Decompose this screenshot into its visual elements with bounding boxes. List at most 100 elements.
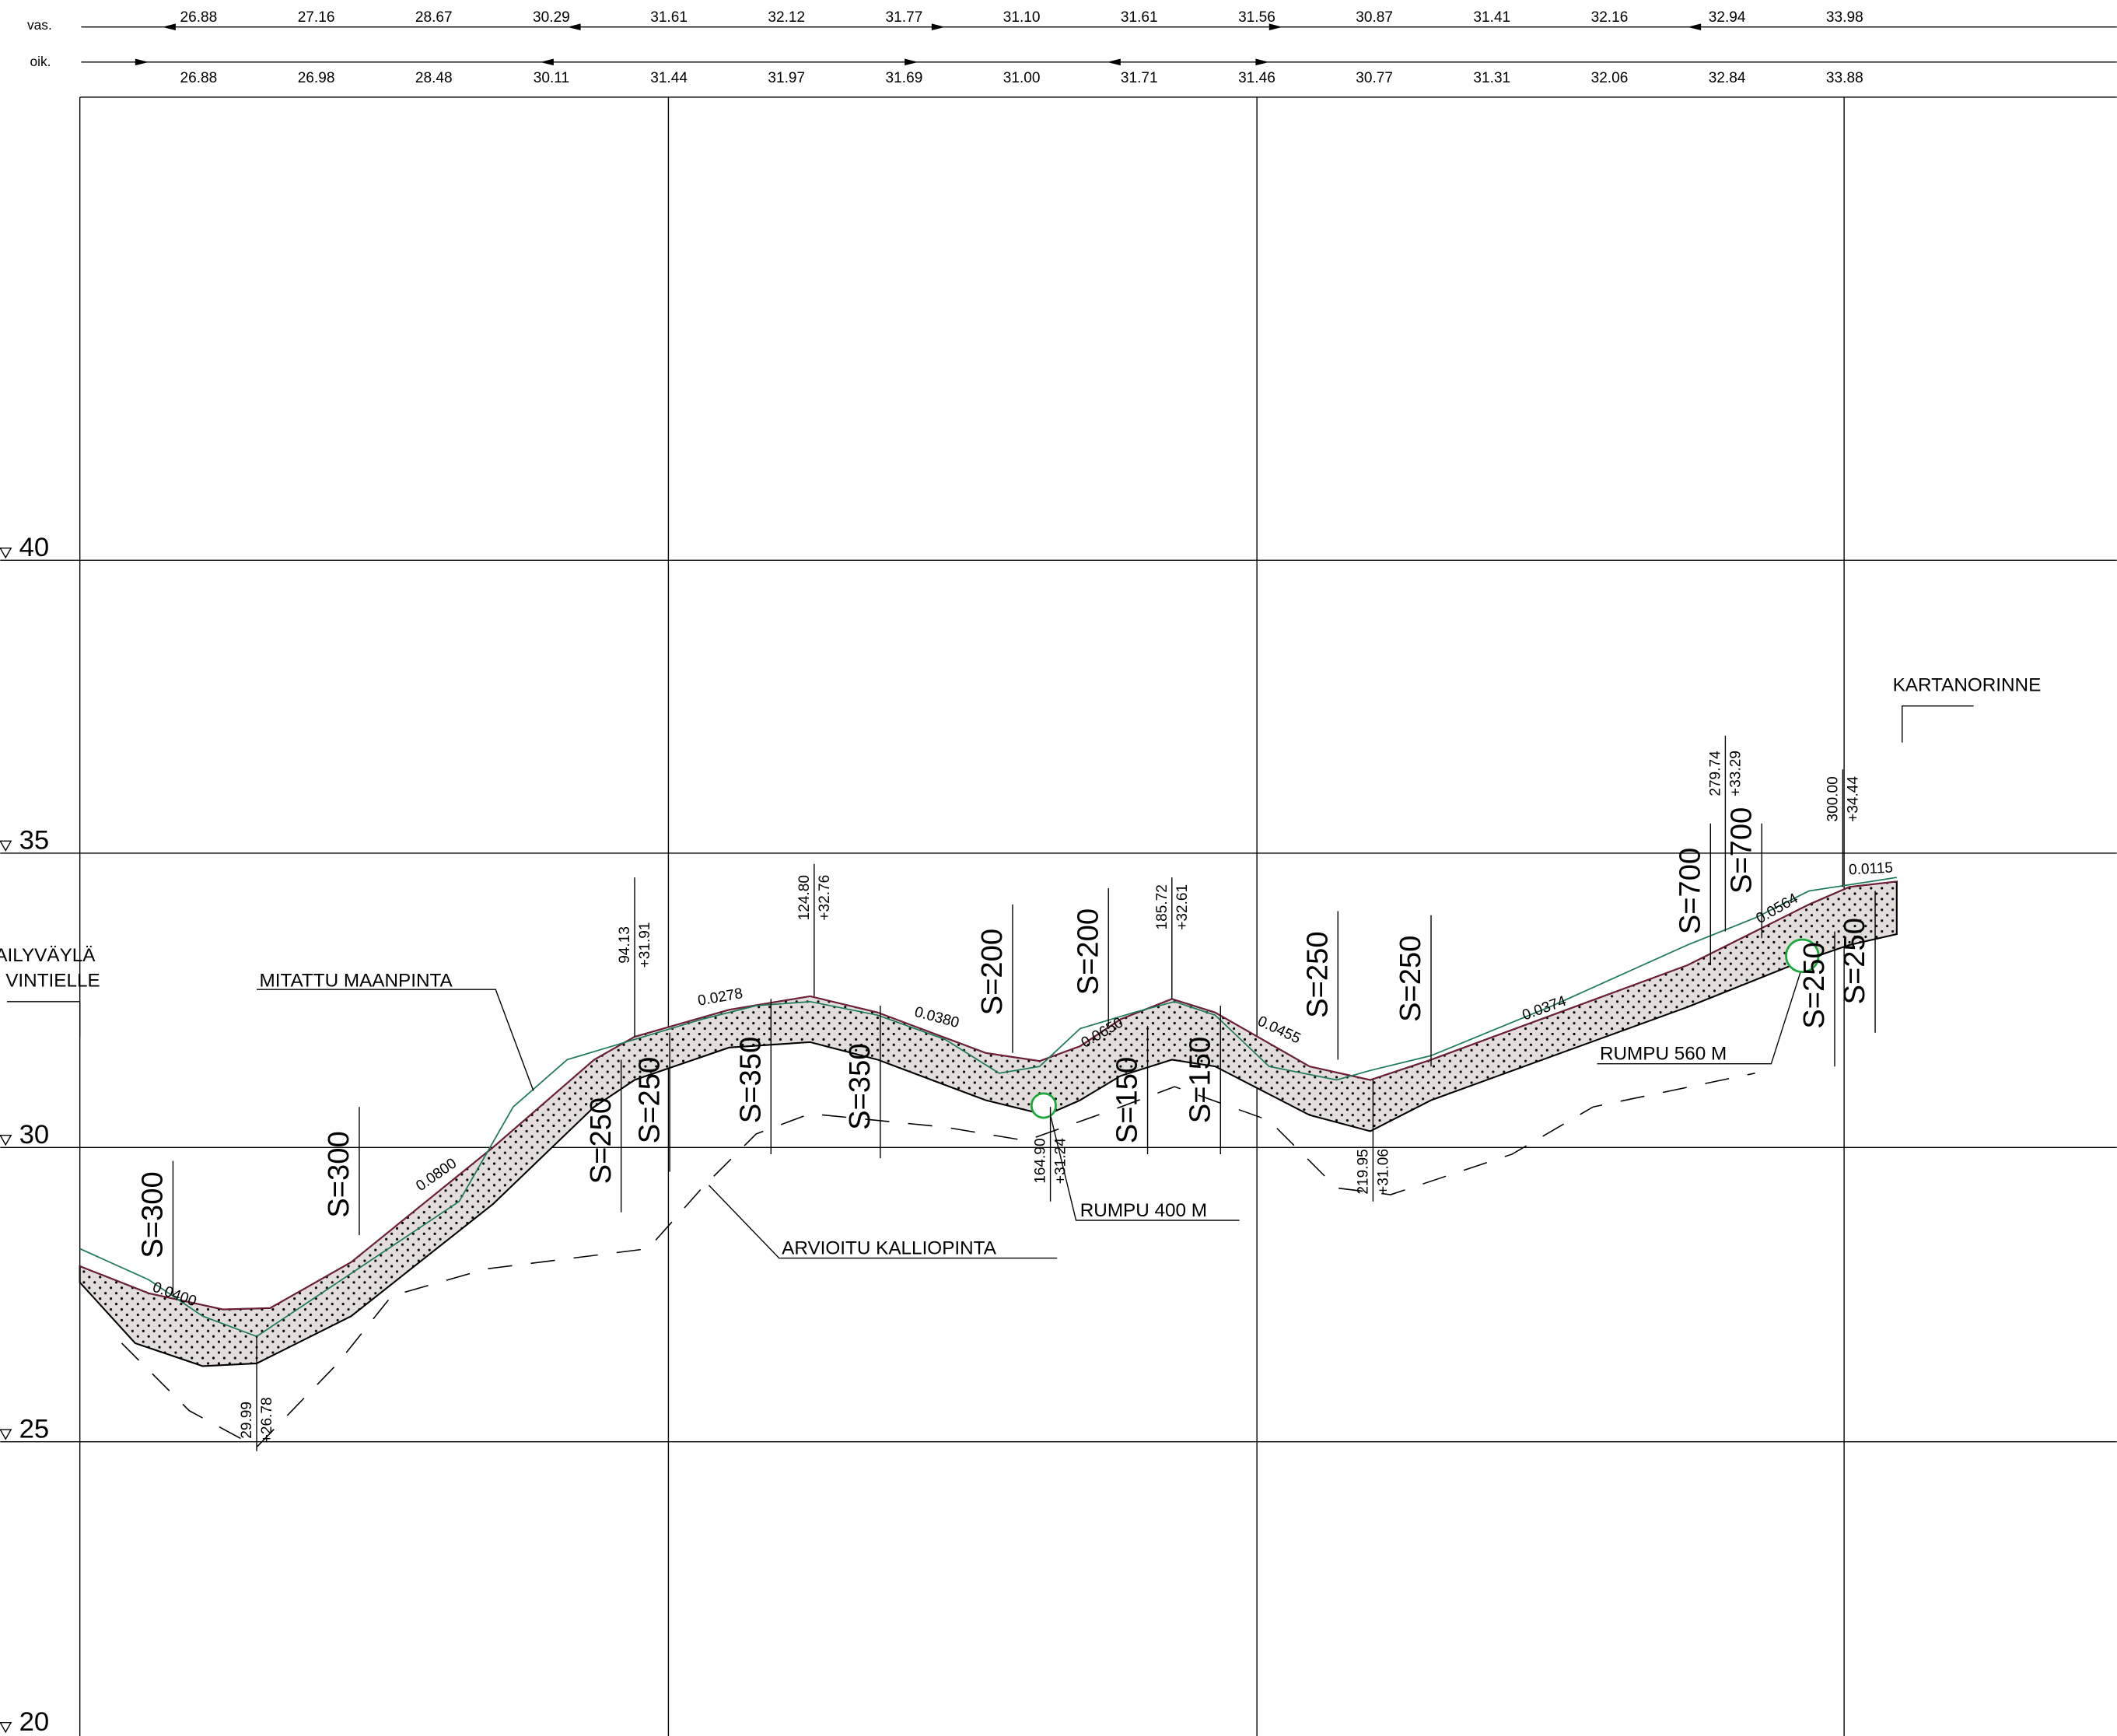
header-value: 32.12	[768, 9, 805, 26]
annotation: ARVIOITU KALLIOPINTA	[782, 1237, 997, 1258]
elevation-point-label: +31.91	[637, 922, 653, 968]
header-value: 31.56	[1238, 9, 1275, 26]
grid	[0, 96, 2117, 1736]
elevation-label: 35	[19, 826, 50, 856]
elevation-point-label: +26.78	[259, 1397, 275, 1443]
header-value: 33.88	[1826, 70, 1863, 86]
header-value: 31.31	[1473, 70, 1510, 86]
level-symbol	[0, 547, 12, 559]
header-value: 31.41	[1473, 9, 1510, 26]
arrowhead	[931, 23, 946, 31]
ground-line	[79, 877, 1897, 1338]
header-value: 31.77	[886, 9, 923, 26]
station-label: 29.99	[239, 1402, 255, 1439]
elevation-label: 20	[19, 1707, 50, 1736]
curve-label: S=700	[1673, 848, 1706, 934]
leader	[1049, 1115, 1240, 1221]
arrowhead	[162, 23, 176, 31]
level-symbol	[0, 1429, 12, 1440]
arrowhead	[1268, 23, 1283, 31]
arrowhead	[1107, 58, 1121, 66]
elevation-point-label: +34.44	[1845, 776, 1861, 822]
elevation-point-label: +32.76	[817, 875, 833, 921]
station-label: 164.90	[1033, 1138, 1049, 1183]
row-label: vas.	[27, 17, 52, 33]
header-value: 28.48	[415, 70, 453, 86]
curve-label: S=200	[975, 929, 1009, 1015]
header-value: 31.00	[1003, 70, 1041, 86]
direction-arrow	[1902, 705, 1974, 743]
arrowhead	[135, 58, 149, 66]
elevation-point-label: +33.29	[1727, 751, 1744, 796]
curve-label: S=250	[632, 1057, 666, 1143]
level-symbol	[0, 1721, 12, 1734]
station-label: 185.72	[1154, 884, 1170, 929]
header-value: 30.11	[534, 70, 569, 86]
slope-label: 0.0278	[697, 985, 744, 1010]
elevation-label: 25	[19, 1414, 50, 1444]
station-label: 124.80	[796, 875, 813, 920]
level-symbol	[0, 840, 12, 852]
leader	[257, 989, 534, 1091]
header-value: 30.77	[1356, 70, 1393, 86]
curve-label: S=150	[1183, 1037, 1216, 1123]
header-value: 31.71	[1121, 70, 1158, 86]
side-label: AILYVÄYLÄ	[0, 945, 96, 966]
header-value: 31.61	[650, 9, 688, 26]
station-label: 219.95	[1355, 1149, 1371, 1194]
curve-label: S=250	[1838, 918, 1871, 1004]
header-value: 32.16	[1591, 9, 1629, 26]
row-label: oik.	[30, 54, 51, 69]
curve-label: S=350	[733, 1037, 767, 1123]
level-symbol	[0, 1134, 12, 1146]
header-value: 32.84	[1709, 70, 1746, 86]
annotation: RUMPU 400 M	[1080, 1200, 1207, 1221]
curve-label: S=150	[1111, 1057, 1144, 1143]
side-label: VINTIELLE	[5, 971, 100, 992]
curve-label: S=700	[1724, 807, 1758, 894]
elevation-point-label: +31.24	[1053, 1138, 1069, 1184]
header-value: 30.29	[533, 9, 570, 26]
arrowhead	[567, 23, 581, 31]
curve-label: S=300	[136, 1171, 170, 1258]
header-value: 27.16	[298, 9, 335, 26]
leader	[1597, 966, 1803, 1065]
curve-label: S=200	[1071, 908, 1104, 995]
culvert	[1030, 1092, 1057, 1119]
header-value: 31.69	[886, 70, 923, 86]
curve-label: S=250	[1797, 942, 1831, 1028]
header-value: 31.97	[768, 70, 805, 86]
header-value: 31.46	[1238, 70, 1275, 86]
leaders	[6, 705, 1974, 1259]
road-top	[79, 880, 1897, 1311]
arrowhead	[1255, 58, 1269, 66]
station-label: 279.74	[1707, 751, 1723, 796]
slope-label: 0.0380	[913, 1004, 961, 1031]
curve-label: S=250	[584, 1097, 618, 1184]
curve-label: S=250	[1300, 931, 1334, 1017]
header-value: 31.44	[650, 70, 688, 86]
header-value: 33.98	[1826, 9, 1863, 26]
arrowhead	[540, 58, 554, 66]
culvert	[1785, 938, 1820, 974]
station-label: 94.13	[617, 926, 633, 964]
side-label: KARTANORINNE	[1893, 675, 2042, 696]
elevation-point-label: +32.61	[1174, 884, 1191, 930]
header-value: 28.67	[415, 9, 453, 26]
header-value: 31.10	[1003, 9, 1041, 26]
slope-label: 0.0115	[1849, 859, 1894, 878]
header-value: 26.88	[180, 70, 218, 86]
elevation-point-label: +31.06	[1375, 1149, 1391, 1195]
arrowhead	[905, 58, 919, 66]
curve-label: S=300	[322, 1131, 355, 1217]
arrowhead	[1687, 23, 1702, 31]
curve-label: S=250	[1394, 936, 1427, 1022]
header-value: 31.61	[1121, 9, 1158, 26]
header-value: 30.87	[1356, 9, 1393, 26]
rock-line	[121, 1073, 1755, 1448]
elevation-label: 30	[19, 1120, 50, 1150]
leader	[708, 1185, 1058, 1259]
header-value: 26.98	[298, 70, 335, 86]
